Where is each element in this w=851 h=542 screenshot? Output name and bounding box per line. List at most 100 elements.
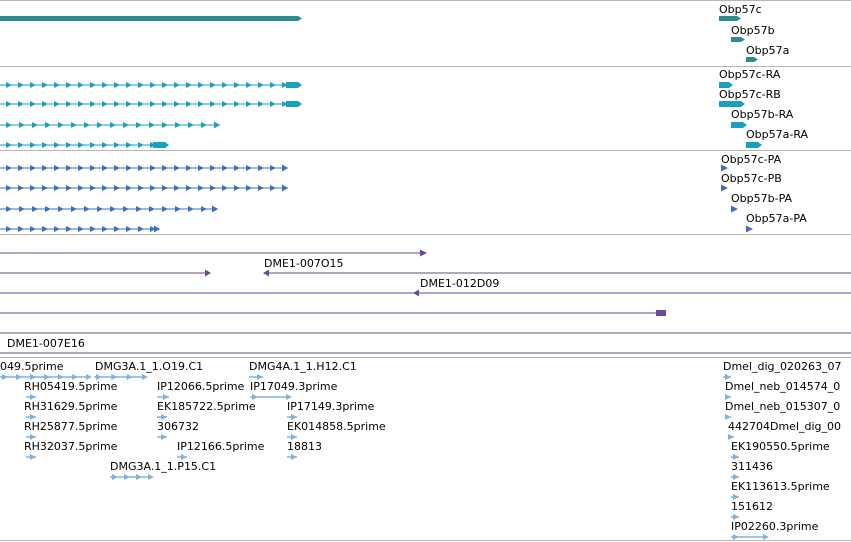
strand-arrow-icon [729,82,733,88]
gene-label[interactable]: Obp57a [746,44,789,57]
protein-label[interactable]: Obp57b-PA [731,192,793,205]
exon-arrow-icon [126,82,132,88]
protein-label[interactable]: Obp57c-PB [721,172,782,185]
transcript-feature-right[interactable] [719,101,741,107]
exon-arrow-icon [71,122,77,128]
clone-label[interactable]: DME1-007E16 [7,337,85,350]
exon-arrow-icon [6,122,12,128]
exon-arrow-icon [210,101,216,107]
est-label[interactable]: 151612 [731,500,773,513]
exon-arrow-icon [30,142,36,148]
est-label[interactable]: DMG3A.1_1.O19.C1 [95,360,203,373]
est-label[interactable]: 18813 [287,440,322,453]
exon-arrow-icon [150,82,156,88]
exon-arrow-icon [291,454,297,460]
est-label[interactable]: IP02260.3prime [731,520,819,533]
transcript-label[interactable]: Obp57a-RA [746,128,809,141]
clone-label[interactable]: DME1-012D09 [420,277,499,290]
exon-arrow-icon [102,101,108,107]
est-label[interactable]: DMG4A.1_1.H12.C1 [249,360,357,373]
protein-feature-right[interactable] [721,184,728,192]
est-label[interactable]: EK014858.5prime [287,420,386,433]
gene-feature-obp57a[interactable] [746,57,754,62]
est-label[interactable]: 049.5prime [0,360,64,373]
gene-label[interactable]: Obp57b [731,24,775,37]
exon-arrow-icon [30,101,36,107]
gene-label[interactable]: Obp57c [719,3,762,16]
est-label[interactable]: RH05419.5prime [24,380,118,393]
exon-arrow-icon [175,206,181,212]
exon-arrow-icon [186,101,192,107]
est-label[interactable]: RH32037.5prime [24,440,118,453]
est-label[interactable]: 311436 [731,460,773,473]
est-label[interactable]: EK113613.5prime [731,480,830,493]
exon-arrow-icon [725,394,731,400]
exon-arrow-icon [270,185,276,191]
exon-arrow-icon [188,206,194,212]
exon-arrow-icon [78,82,84,88]
clone-track: DME1-007O15 DME1-012D09 DME1-007E16 [0,249,851,354]
exon-arrow-icon [257,374,263,380]
strand-arrow-icon [298,16,302,21]
est-label[interactable]: RH25877.5prime [24,420,118,433]
gene-feature-obp57b[interactable] [731,37,741,42]
est-label[interactable]: Dmel_dig_020263_07 [723,360,842,373]
est-label[interactable]: Dmel_neb_014574_0 [725,380,840,393]
protein-feature-right[interactable] [721,164,728,172]
exon-arrow-icon [90,165,96,171]
exon-arrow-icon [150,165,156,171]
exon-arrow-icon [138,82,144,88]
exon-arrow-icon [138,185,144,191]
transcript-label[interactable]: Obp57c-RA [719,68,781,81]
exon-arrow-icon [78,165,84,171]
exon-arrow-icon [234,165,240,171]
est-label[interactable]: IP17149.3prime [287,400,375,413]
transcript-label[interactable]: Obp57c-RB [719,88,781,101]
exon-arrow-icon [42,142,48,148]
exon-arrow-icon [291,434,297,440]
exon-arrow-icon [210,165,216,171]
exon-arrow-icon [90,142,96,148]
exon-arrow-icon [18,165,24,171]
exon-arrow-icon [66,101,72,107]
exon-arrow-icon [150,101,156,107]
exon-arrow-icon [186,165,192,171]
est-label[interactable]: DMG3A.1_1.P15.C1 [110,460,216,473]
est-label[interactable]: IP12066.5prime [157,380,245,393]
est-label[interactable]: EK190550.5prime [731,440,830,453]
exon-arrow-icon [6,165,12,171]
protein-label[interactable]: Obp57a-PA [746,212,807,225]
est-label[interactable]: IP17049.3prime [250,380,338,393]
exon-arrow-icon [78,185,84,191]
clone-label[interactable]: DME1-007O15 [264,257,344,270]
exon-arrow-icon [84,206,90,212]
exon-arrow-icon [110,122,116,128]
est-label[interactable]: 306732 [157,420,199,433]
exon-arrow-icon [210,185,216,191]
est-label[interactable]: EK185722.5prime [157,400,256,413]
est-label[interactable]: Dmel_neb_015307_0 [725,400,840,413]
exon-arrow-icon [246,101,252,107]
protein-feature-right[interactable] [731,205,738,213]
exon-arrow-icon [78,226,84,232]
gene-feature-obp57c[interactable] [719,16,737,21]
est-label[interactable]: 442704Dmel_dig_00 [728,420,841,433]
protein-label[interactable]: Obp57c-PA [721,153,782,166]
est-label[interactable]: RH31629.5prime [24,400,118,413]
exon-arrow-icon [126,226,132,232]
exon-arrow-icon [54,101,60,107]
transcript-feature-right[interactable] [731,122,743,128]
exon-arrow-icon [58,122,64,128]
exon-arrow-icon [19,206,25,212]
exon-arrow-icon [102,185,108,191]
exon-arrow-icon [66,82,72,88]
exon-arrow-icon [58,206,64,212]
transcript-feature-right[interactable] [719,82,729,88]
protein-feature-right[interactable] [746,225,753,233]
gene-feature-long[interactable] [0,16,298,21]
transcript-label[interactable]: Obp57b-RA [731,108,794,121]
est-label[interactable]: IP12166.5prime [177,440,265,453]
transcript-feature-right[interactable] [746,142,758,148]
exon-arrow-icon [42,101,48,107]
